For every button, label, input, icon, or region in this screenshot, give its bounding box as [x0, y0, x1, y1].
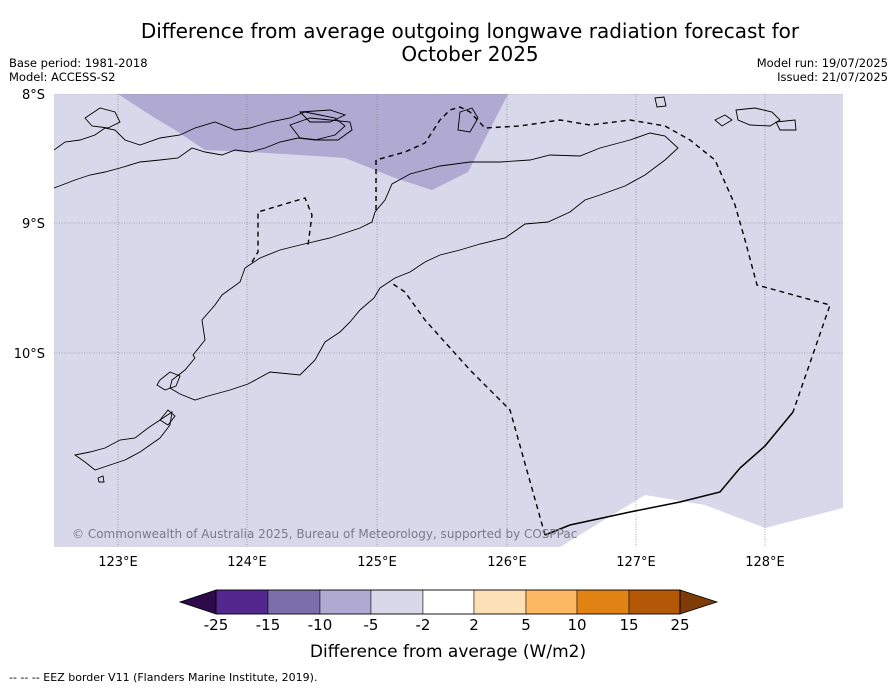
colorbar-tick-label: 2 [469, 616, 479, 634]
colorbar-outline [215, 589, 681, 615]
colorbar-tick-label: 25 [670, 616, 689, 634]
colorbar-bin [319, 589, 372, 615]
colorbar-tick-label: -25 [204, 616, 229, 634]
model-text: Model: ACCESS-S2 [9, 70, 116, 84]
colorbar-bin [370, 589, 424, 615]
lon-labels: 123°E 124°E 125°E 126°E 127°E 128°E [98, 555, 785, 570]
colorbar-bin [525, 589, 578, 615]
lon-label: 127°E [616, 555, 656, 570]
coastlines [54, 96, 797, 483]
base-period-text: Base period: 1981-2018 [9, 56, 148, 70]
lat-label: 10°S [14, 347, 45, 362]
eez-border [251, 106, 831, 536]
lon-label: 128°E [745, 555, 785, 570]
colorbar-tick-label: -5 [364, 616, 379, 634]
lon-label: 126°E [487, 555, 527, 570]
anomaly-field-medium [118, 94, 508, 190]
colorbar-extend-low [178, 589, 217, 615]
eez-footnote: -- -- -- EEZ border V11 (Flanders Marine… [9, 671, 318, 684]
title-line-2: October 2025 [401, 42, 539, 66]
copyright-text: © Commonwealth of Australia 2025, Bureau… [72, 527, 577, 541]
model-run-text: Model run: 19/07/2025 [756, 56, 888, 70]
meta-right: Model run: 19/07/2025 Issued: 21/07/2025 [757, 56, 888, 84]
map-area: © Commonwealth of Australia 2025, Bureau… [54, 94, 843, 547]
colorbar: -25 -15 -10 -5 -2 2 5 10 15 25 Differenc… [178, 589, 719, 662]
colorbar-ticks: -25 -15 -10 -5 -2 2 5 10 15 25 [204, 616, 690, 634]
colorbar-tick-label: -10 [308, 616, 333, 634]
graticule [54, 94, 843, 547]
lon-label: 124°E [227, 555, 267, 570]
eez-border-solid-segment [544, 411, 794, 536]
lon-label: 125°E [357, 555, 397, 570]
lon-label: 123°E [98, 555, 138, 570]
map-title: Difference from average outgoing longwav… [120, 20, 820, 66]
colorbar-bin [628, 589, 681, 615]
colorbar-bin [267, 589, 321, 615]
colorbar-extend-high [679, 589, 719, 615]
colorbar-bin [473, 589, 527, 615]
colorbar-bin [576, 589, 630, 615]
meta-left: Base period: 1981-2018 Model: ACCESS-S2 [9, 56, 148, 84]
colorbar-tick-label: 15 [619, 616, 638, 634]
colorbar-label: Difference from average (W/m2) [310, 642, 586, 662]
title-line-1: Difference from average outgoing longwav… [140, 19, 800, 43]
issued-text: Issued: 21/07/2025 [777, 70, 888, 84]
colorbar-bin [422, 589, 475, 615]
colorbar-bin [215, 589, 269, 615]
lat-label: 9°S [22, 217, 45, 232]
colorbar-tick-label: -2 [416, 616, 431, 634]
colorbar-tick-label: 5 [521, 616, 531, 634]
lat-labels: 8°S 9°S 10°S [14, 88, 45, 362]
colorbar-tick-label: -15 [256, 616, 281, 634]
lat-label: 8°S [22, 88, 45, 103]
colorbar-tick-label: 10 [567, 616, 586, 634]
no-data-area [560, 495, 843, 547]
